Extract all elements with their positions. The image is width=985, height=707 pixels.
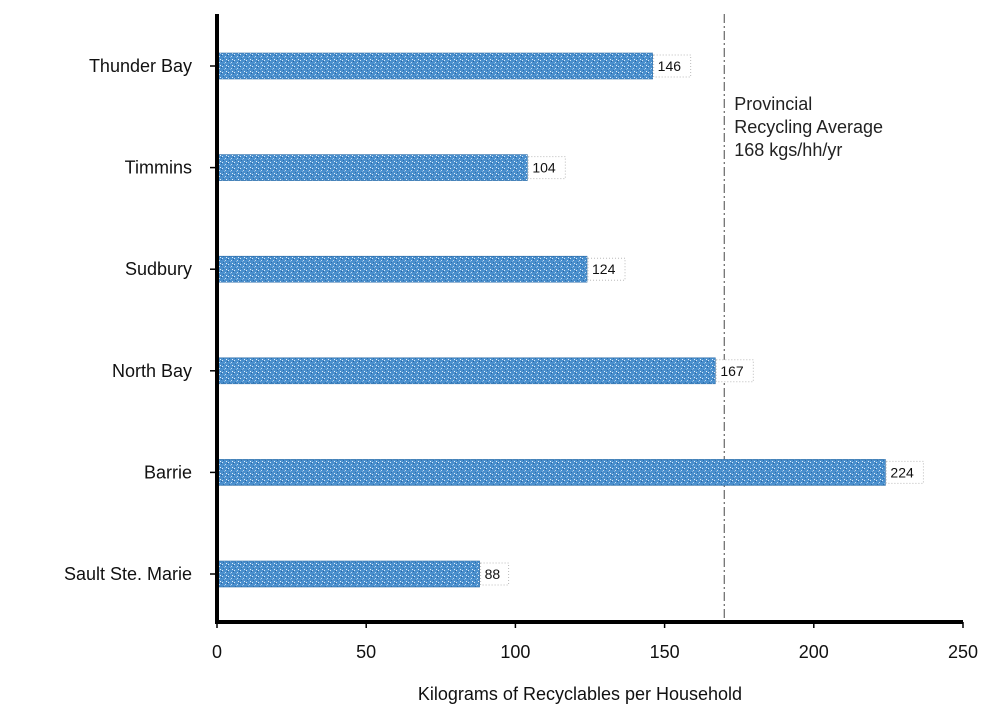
x-tick-label: 250 [948,642,978,662]
data-label-box [885,460,924,484]
bar [217,357,716,385]
annotation-line-3: 168 kgs/hh/yr [734,140,842,160]
x-axis-title: Kilograms of Recyclables per Household [418,684,742,704]
data-label: 88 [485,566,501,582]
data-label-box [480,562,510,586]
bar [217,560,480,588]
category-label: Sault Ste. Marie [64,564,192,584]
data-label: 146 [658,58,682,74]
category-label: Timmins [125,158,192,178]
data-label-box [715,359,754,383]
reference-line-group: Provincial Recycling Average 168 kgs/hh/… [723,14,883,622]
data-label: 104 [532,160,556,176]
data-label-box [587,257,626,281]
x-tick-label: 50 [356,642,376,662]
category-label: North Bay [112,361,192,381]
annotation-line-1: Provincial [734,94,812,114]
x-tick-label: 150 [650,642,680,662]
data-label: 167 [720,363,744,379]
data-label-box [653,54,692,78]
category-label: Sudbury [125,259,192,279]
bar [217,255,588,283]
category-label: Thunder Bay [89,56,192,76]
x-tick-label: 200 [799,642,829,662]
annotation-line-2: Recycling Average [734,117,883,137]
bar [217,459,886,486]
category-label: Barrie [144,462,192,482]
data-label: 124 [592,261,616,277]
bars-group: Thunder Bay 146 Timmins 104 Sudbury 124 North … [64,52,924,588]
data-label-box [527,156,566,180]
x-tick-label: 100 [500,642,530,662]
bar [217,52,653,80]
x-ticks-group: 0 50 100 150 200 250 [212,622,978,662]
x-tick-label: 0 [212,642,222,662]
data-label: 224 [890,464,914,480]
bar [217,154,528,181]
